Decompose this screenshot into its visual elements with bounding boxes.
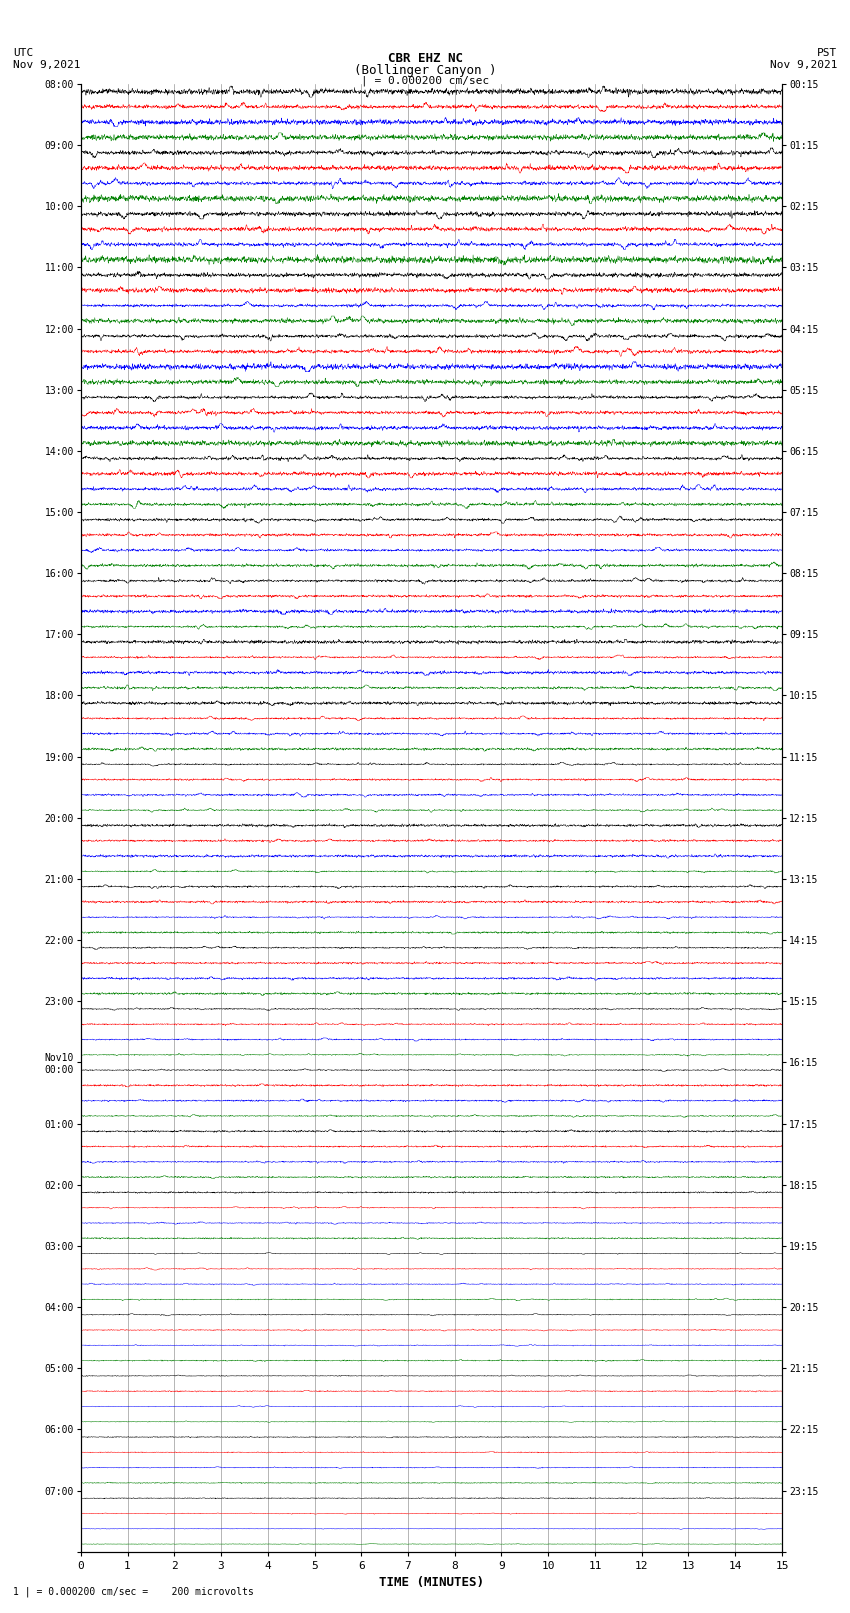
Text: 1 | = 0.000200 cm/sec =    200 microvolts: 1 | = 0.000200 cm/sec = 200 microvolts bbox=[13, 1586, 253, 1597]
Text: | = 0.000200 cm/sec: | = 0.000200 cm/sec bbox=[361, 76, 489, 85]
Text: UTC: UTC bbox=[13, 48, 33, 58]
Text: Nov 9,2021: Nov 9,2021 bbox=[13, 60, 80, 69]
X-axis label: TIME (MINUTES): TIME (MINUTES) bbox=[379, 1576, 484, 1589]
Text: CBR EHZ NC: CBR EHZ NC bbox=[388, 52, 462, 66]
Text: PST: PST bbox=[817, 48, 837, 58]
Text: Nov 9,2021: Nov 9,2021 bbox=[770, 60, 837, 69]
Text: (Bollinger Canyon ): (Bollinger Canyon ) bbox=[354, 65, 496, 77]
